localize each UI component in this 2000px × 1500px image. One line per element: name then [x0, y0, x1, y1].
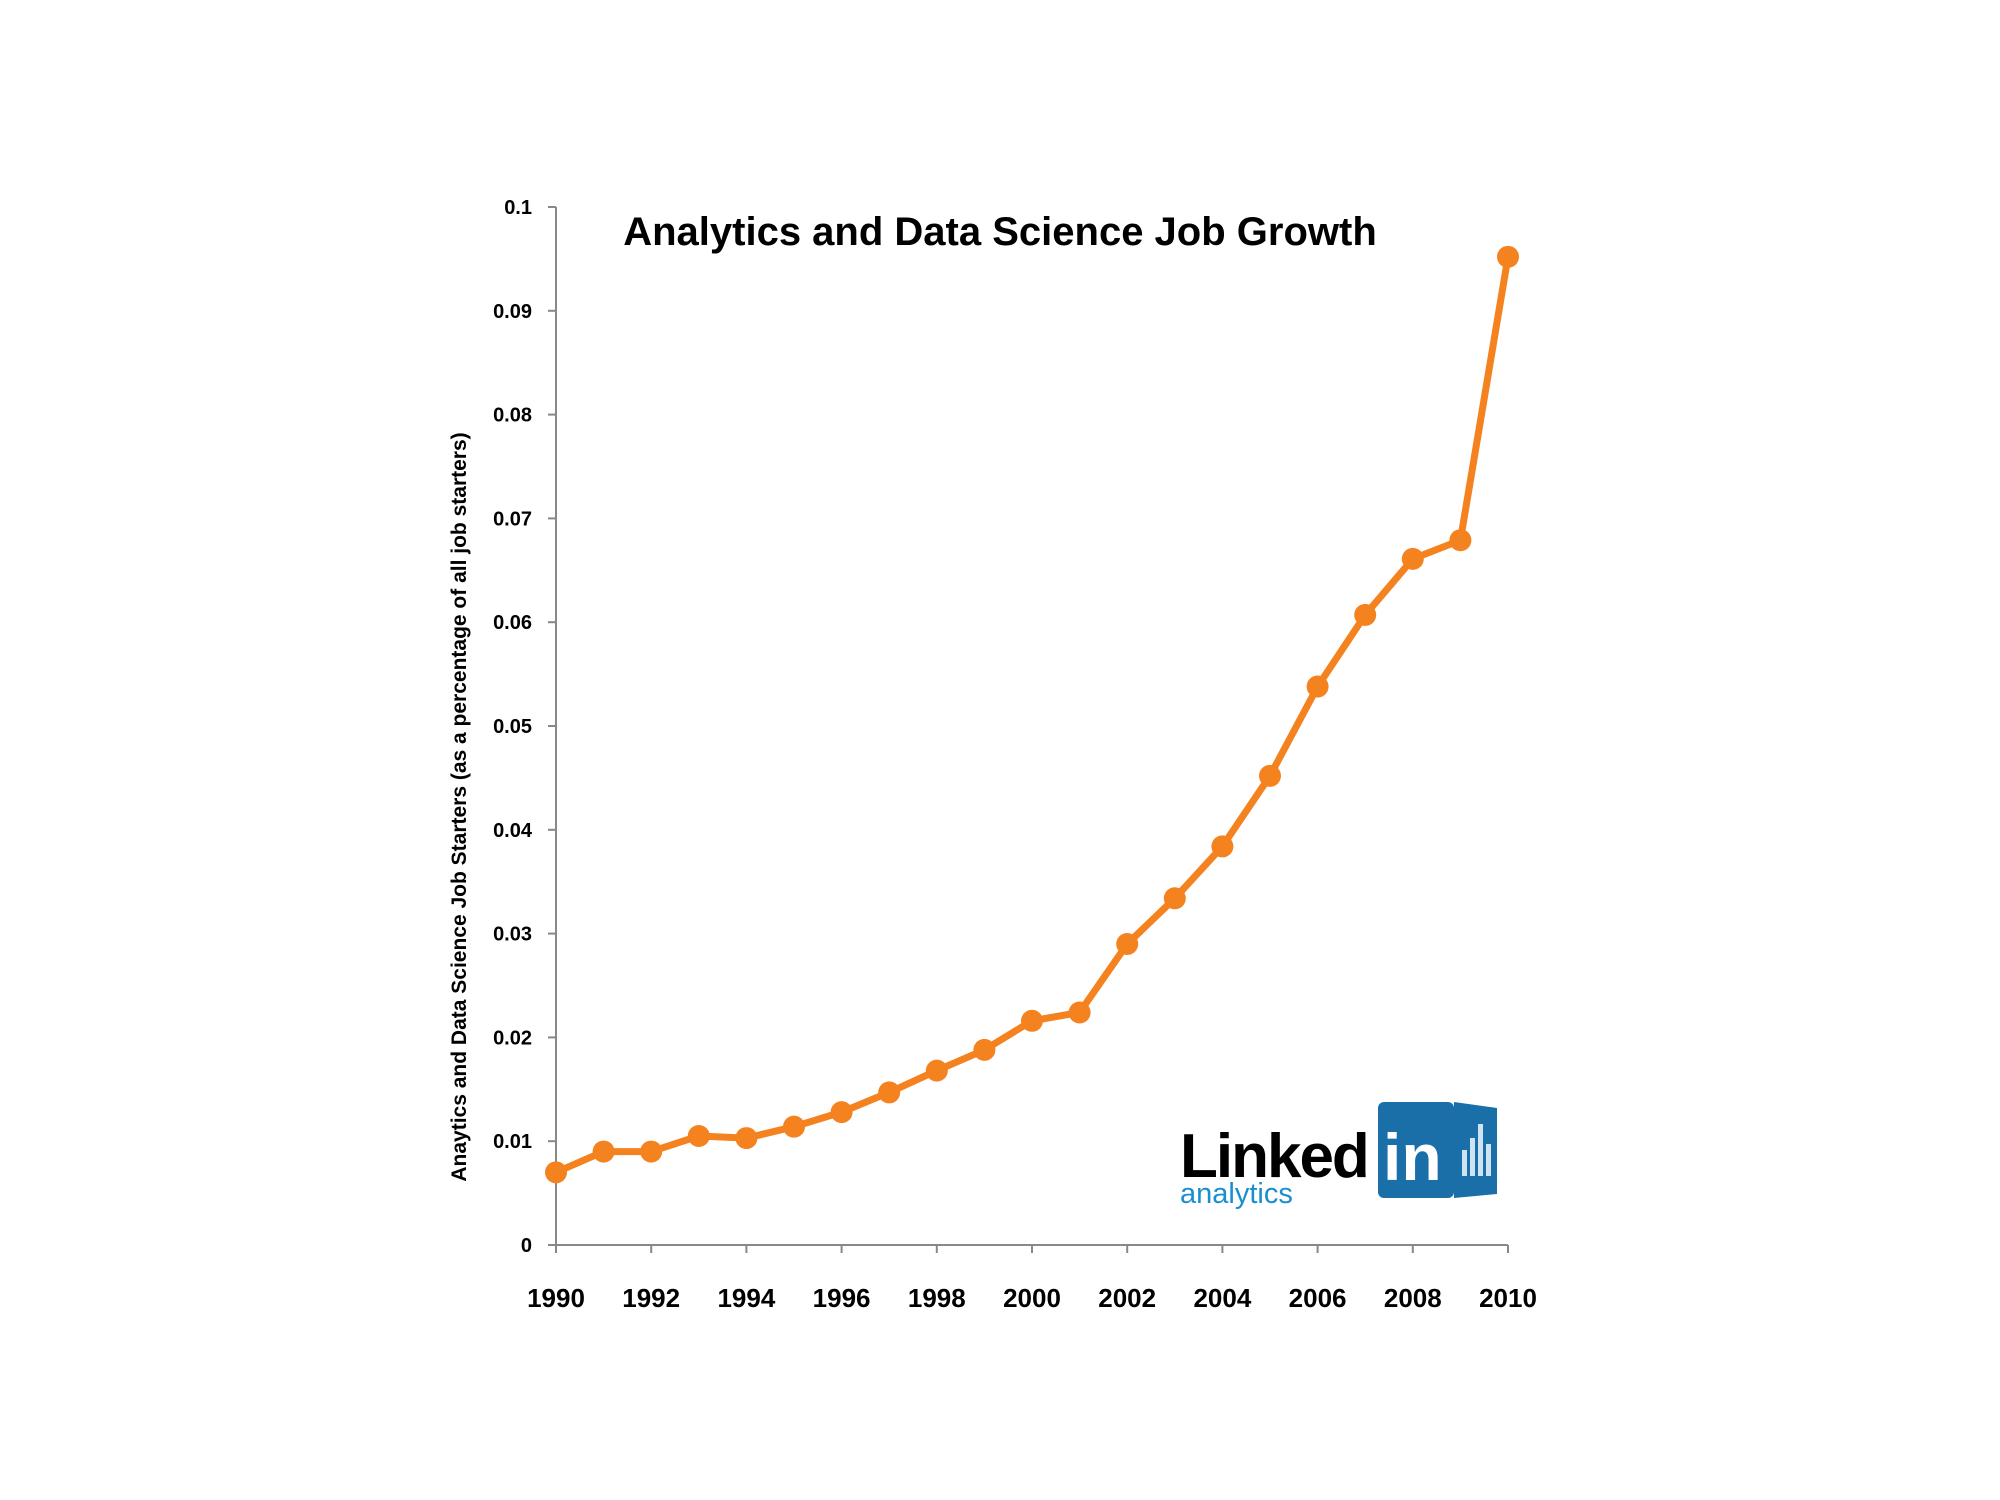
y-tick-label: 0.1 — [504, 197, 532, 219]
x-tick-label: 1990 — [527, 1283, 585, 1313]
data-point-2009 — [1449, 529, 1471, 551]
y-tick-label: 0.07 — [493, 508, 532, 530]
y-tick-label: 0.06 — [493, 612, 532, 634]
x-tick-label: 1992 — [622, 1283, 680, 1313]
x-tick-label: 2002 — [1098, 1283, 1156, 1313]
data-point-1993 — [688, 1125, 710, 1147]
data-point-2002 — [1116, 933, 1138, 955]
x-tick-label: 1996 — [813, 1283, 871, 1313]
data-point-2008 — [1402, 548, 1424, 570]
y-axis-label: Anaytics and Data Science Job Starters (… — [448, 432, 471, 1181]
data-point-1995 — [783, 1116, 805, 1138]
data-point-1990 — [545, 1161, 567, 1183]
x-tick-label: 2006 — [1289, 1283, 1347, 1313]
y-tick-label: 0.02 — [493, 1027, 532, 1049]
x-tick-label: 2008 — [1384, 1283, 1442, 1313]
logo-subtitle: analytics — [1180, 1178, 1293, 1210]
data-point-2010 — [1497, 246, 1519, 268]
data-point-2006 — [1307, 676, 1329, 698]
data-point-1992 — [640, 1141, 662, 1163]
x-tick-label: 2004 — [1193, 1283, 1251, 1313]
y-tick-label: 0.04 — [493, 820, 533, 842]
data-point-1999 — [973, 1039, 995, 1061]
data-point-2001 — [1069, 1001, 1091, 1023]
y-tick-label: 0.03 — [493, 924, 532, 946]
x-tick-label: 2010 — [1479, 1283, 1537, 1313]
y-tick-label: 0.08 — [493, 405, 532, 427]
data-point-2004 — [1211, 835, 1233, 857]
y-tick-label: 0.09 — [493, 301, 532, 323]
data-point-1991 — [593, 1141, 615, 1163]
x-tick-label: 1994 — [717, 1283, 775, 1313]
y-tick-label: 0 — [521, 1235, 532, 1257]
y-tick-label: 0.05 — [493, 716, 532, 738]
data-point-1994 — [735, 1127, 757, 1149]
data-point-2007 — [1354, 604, 1376, 626]
data-point-2003 — [1164, 887, 1186, 909]
x-tick-label: 1998 — [908, 1283, 966, 1313]
logo-in-text: in — [1383, 1120, 1442, 1194]
series-line — [556, 257, 1508, 1173]
data-point-2005 — [1259, 765, 1281, 787]
y-tick-label: 0.01 — [493, 1131, 532, 1153]
data-point-1996 — [831, 1101, 853, 1123]
chart-title: Analytics and Data Science Job Growth — [623, 210, 1377, 254]
data-point-2000 — [1021, 1010, 1043, 1032]
linkedin-analytics-logo: Linked in analytics — [1180, 1102, 1497, 1210]
data-point-1997 — [878, 1081, 900, 1103]
data-point-1998 — [926, 1060, 948, 1082]
x-tick-label: 2000 — [1003, 1283, 1061, 1313]
